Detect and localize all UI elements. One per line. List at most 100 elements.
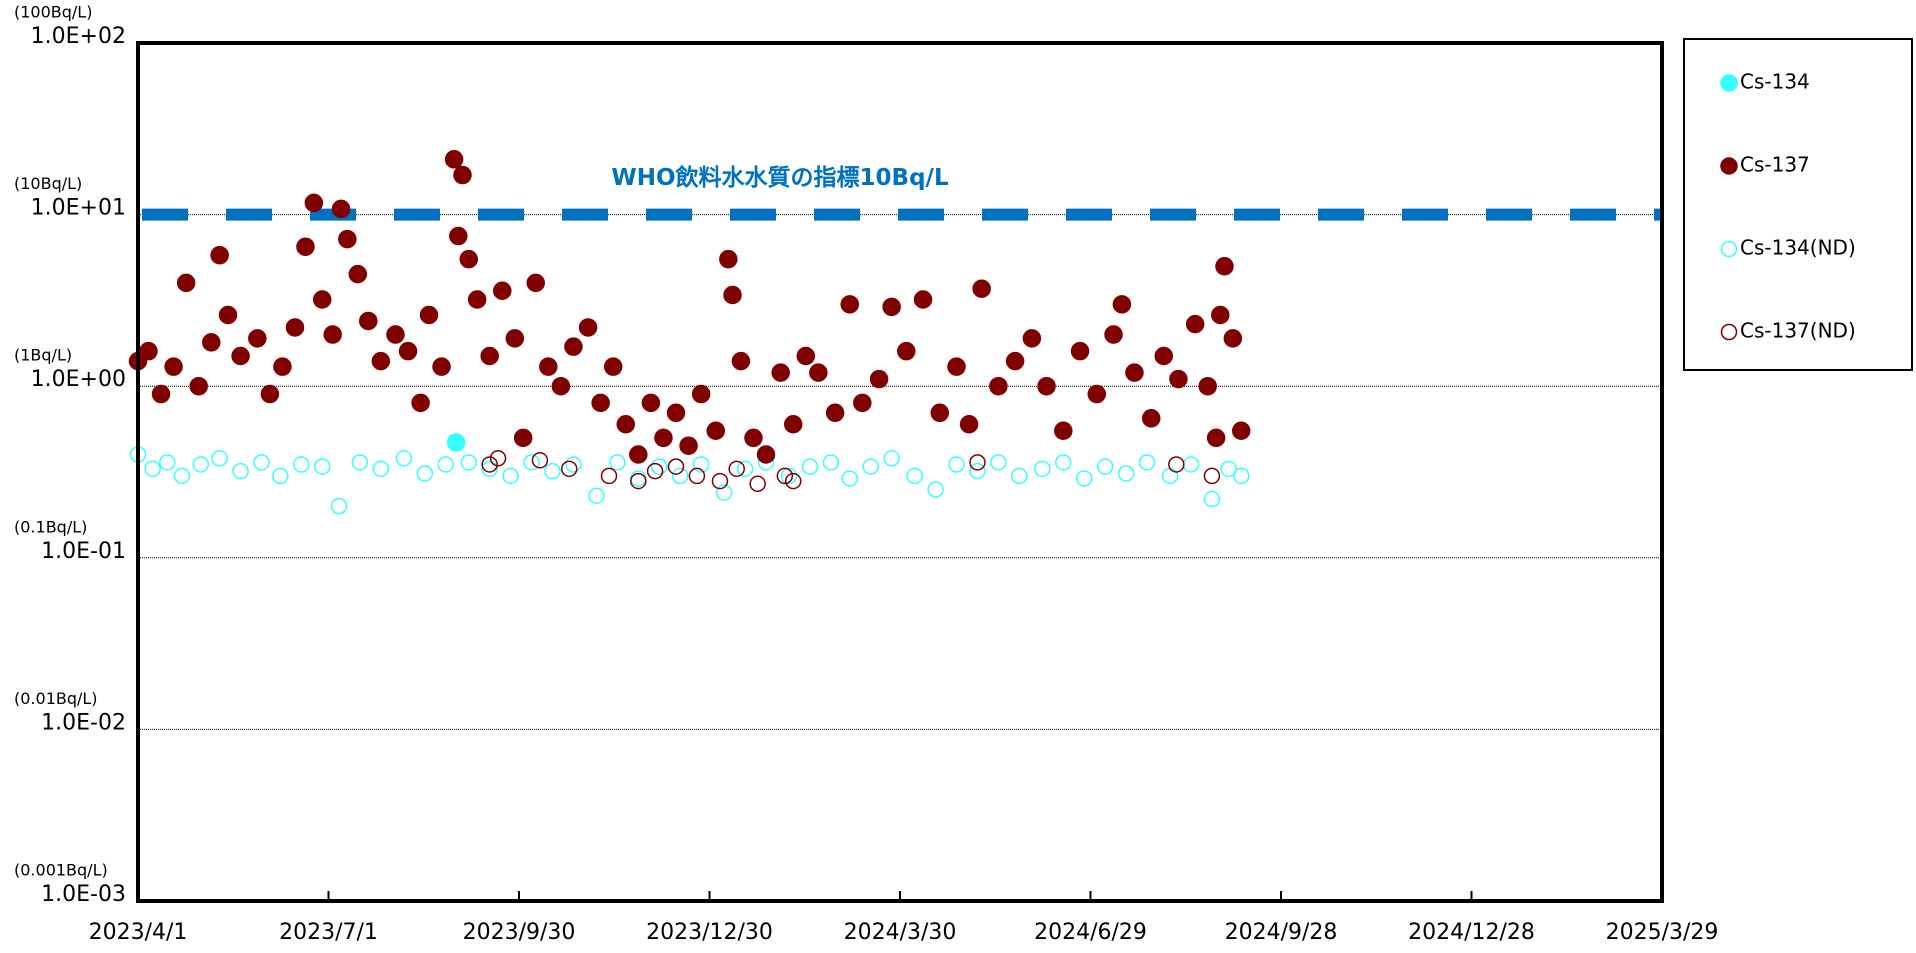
- point: [666, 403, 686, 423]
- point: [1220, 460, 1237, 478]
- y-tick-unit: (1Bq/L): [14, 346, 72, 365]
- point: [493, 281, 512, 300]
- point: [578, 318, 598, 337]
- point: [293, 456, 310, 473]
- y-tick-unit: (0.1Bq/L): [14, 517, 87, 536]
- point: [1232, 467, 1250, 485]
- point: [1112, 295, 1132, 314]
- point: [359, 311, 378, 331]
- y-tick-label: 1.0E+02: [31, 24, 126, 49]
- point: [630, 472, 647, 490]
- point: [989, 376, 1008, 396]
- point: [232, 462, 249, 480]
- point: [313, 458, 331, 475]
- x-tick-label: 2025/3/29: [1606, 920, 1719, 945]
- point: [671, 467, 689, 485]
- point: [1168, 456, 1185, 473]
- y-tick-label: 1.0E+00: [31, 367, 126, 392]
- x-tick-label: 2023/7/1: [279, 920, 378, 945]
- point: [513, 428, 533, 448]
- point: [679, 436, 698, 455]
- point: [419, 305, 439, 325]
- point: [1169, 369, 1188, 389]
- point: [523, 454, 540, 471]
- point: [159, 454, 176, 471]
- y-tick-label: 1.0E+01: [31, 196, 126, 221]
- point: [502, 467, 519, 485]
- point: [544, 462, 561, 480]
- point: [1104, 325, 1123, 344]
- point: [883, 450, 900, 467]
- legend-marker: [1720, 323, 1738, 341]
- point: [551, 376, 571, 396]
- plot-frame: [136, 41, 1664, 903]
- point: [629, 445, 648, 464]
- legend-label: Cs-137: [1740, 153, 1810, 177]
- point: [744, 428, 763, 448]
- point: [449, 226, 468, 246]
- point: [728, 460, 745, 478]
- legend-label: Cs-134: [1740, 70, 1810, 94]
- point: [1125, 363, 1144, 382]
- x-tick-label: 2023/12/30: [646, 920, 773, 945]
- point: [192, 456, 210, 473]
- point: [411, 393, 430, 413]
- point: [231, 346, 250, 366]
- point: [272, 467, 289, 485]
- y-tick-unit: (100Bq/L): [14, 3, 92, 22]
- point: [780, 467, 798, 485]
- point: [285, 318, 305, 337]
- point: [323, 325, 342, 344]
- y-tick-unit: (0.01Bq/L): [14, 689, 98, 708]
- point: [139, 341, 158, 361]
- point: [809, 363, 828, 382]
- point: [667, 458, 685, 475]
- point: [862, 458, 879, 475]
- point: [853, 393, 872, 413]
- point: [481, 456, 498, 473]
- point: [969, 454, 986, 471]
- point: [591, 393, 610, 413]
- point: [173, 467, 191, 485]
- point: [947, 357, 966, 376]
- point: [1211, 305, 1230, 325]
- point: [260, 384, 280, 404]
- point: [1182, 456, 1200, 473]
- point: [330, 497, 348, 515]
- point: [723, 285, 742, 305]
- point: [211, 450, 228, 467]
- point: [1231, 421, 1251, 441]
- point: [526, 273, 545, 293]
- point: [489, 450, 507, 467]
- point: [304, 193, 324, 213]
- point: [897, 341, 916, 361]
- point: [564, 337, 583, 356]
- point: [641, 393, 661, 413]
- point: [1215, 257, 1234, 276]
- point: [1055, 454, 1072, 471]
- point: [784, 472, 802, 490]
- point: [1075, 470, 1093, 487]
- point: [351, 454, 369, 471]
- point: [453, 165, 472, 185]
- point: [398, 341, 418, 361]
- point: [432, 357, 451, 376]
- legend-label: Cs-137(ND): [1740, 319, 1856, 343]
- point: [691, 384, 711, 404]
- point: [869, 369, 889, 389]
- point: [505, 329, 525, 348]
- point: [706, 421, 726, 441]
- point: [1161, 467, 1179, 485]
- point: [1005, 351, 1025, 371]
- point: [749, 475, 766, 493]
- point: [776, 467, 794, 485]
- point: [1034, 460, 1051, 478]
- point: [616, 415, 636, 434]
- point: [386, 325, 405, 344]
- point: [654, 428, 673, 448]
- point: [539, 357, 558, 376]
- point: [692, 456, 710, 473]
- x-tick-label: 2024/9/28: [1225, 920, 1338, 945]
- point: [1185, 314, 1205, 334]
